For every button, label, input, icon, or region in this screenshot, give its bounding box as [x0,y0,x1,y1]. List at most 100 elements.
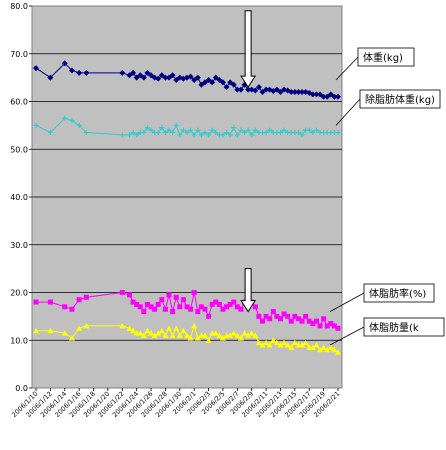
data-point [255,339,262,346]
callout-box [359,89,441,109]
data-point [162,130,168,136]
data-point [188,127,194,133]
y-tick-label: 10.0 [10,336,28,345]
data-point [47,327,54,334]
data-point [256,313,262,319]
data-point [47,130,53,136]
data-point [134,301,140,307]
data-point [188,306,194,312]
data-point [170,309,176,315]
data-point [223,84,230,91]
leader-line [329,326,365,346]
y-tick-label: 70.0 [10,50,28,59]
data-point [277,130,283,136]
y-tick-label: 50.0 [10,145,28,154]
annotations [240,10,257,313]
data-point [83,322,90,329]
data-point [47,299,53,305]
y-tick-label: 30.0 [10,241,28,250]
data-point [288,318,294,324]
data-point [252,127,258,133]
data-point [173,294,179,300]
callout-label: 除脂肪体重(kg) [365,93,435,106]
data-point [195,309,201,315]
data-point [158,327,165,334]
data-point [327,344,334,350]
data-point [201,332,208,338]
data-point [306,318,312,324]
series-2 [33,115,341,138]
data-point [212,330,219,336]
data-point [292,313,298,319]
data-point [205,337,212,343]
callout-label: 体重(kg) [363,51,403,64]
data-point [238,306,244,312]
data-point [331,346,338,353]
data-point [299,132,305,138]
data-point [202,306,208,312]
data-point [33,327,39,334]
data-point [328,321,334,327]
data-point [252,304,258,310]
data-point [255,84,262,91]
data-point [213,130,219,136]
leader-line [335,98,361,126]
data-point [76,325,83,331]
data-point [162,74,169,81]
data-point [317,346,324,353]
data-point [130,299,136,305]
data-point [313,127,319,133]
data-point [263,86,270,93]
data-point [119,132,125,138]
data-point [303,313,309,319]
leader-line [335,56,359,81]
data-point [137,330,144,336]
data-point [148,330,155,336]
data-point [306,127,312,133]
data-point [216,332,223,338]
data-point [317,323,323,329]
series-label-callouts: 体重(kg) 除脂肪体重(kg) 体脂肪率(%) 体脂肪量(k [329,47,445,346]
down-arrow [240,268,257,313]
data-point [266,342,273,348]
data-point [288,88,295,95]
data-point [33,299,39,305]
data-point [216,301,222,307]
data-point [166,292,172,298]
data-point [126,325,133,331]
data-point [184,130,190,136]
data-point [252,87,259,94]
data-point [68,334,75,341]
data-point [238,127,244,133]
data-point [62,115,68,121]
data-point [69,306,75,312]
data-point [295,130,301,136]
data-point [76,297,82,303]
data-point [202,130,208,136]
data-point [180,327,187,334]
data-point [252,332,259,338]
data-point [313,91,320,98]
data-point [237,334,244,341]
data-point [231,299,237,305]
data-point [320,344,327,350]
series-label-callout: 体脂肪率(%) [329,283,435,312]
data-point [76,69,83,76]
data-point [173,325,180,331]
data-point [224,304,230,310]
data-point [61,330,68,336]
data-point [248,330,255,336]
data-point [191,322,198,329]
data-point [166,127,172,133]
data-point [270,309,276,315]
data-point [76,122,82,128]
data-point [285,313,291,319]
data-point [180,127,186,133]
data-point [241,330,248,336]
y-tick-label: 60.0 [10,98,28,107]
data-point [177,132,183,138]
data-point [291,88,298,95]
data-point [234,332,241,338]
data-point [260,318,265,324]
